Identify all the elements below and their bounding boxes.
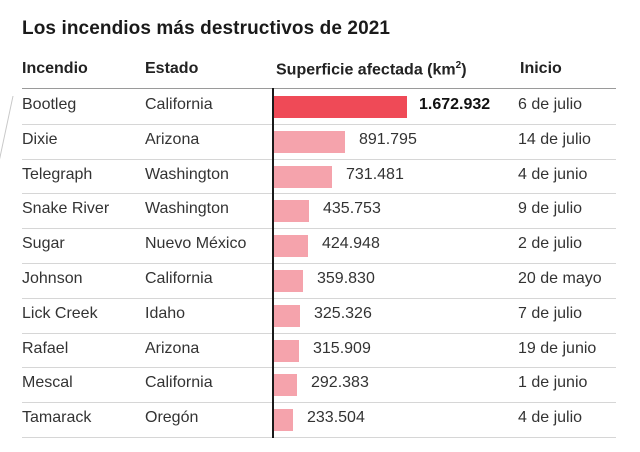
- fire-name: Mescal: [22, 374, 73, 392]
- fire-state: Nuevo México: [145, 235, 247, 253]
- bar-lick-creek: [274, 304, 300, 327]
- bar-value-label: 233.504: [307, 409, 365, 427]
- row-separator: [22, 298, 616, 299]
- row-separator: [22, 333, 616, 334]
- fire-name: Sugar: [22, 235, 65, 253]
- fire-name: Dixie: [22, 130, 58, 148]
- fire-state: Arizona: [145, 130, 200, 148]
- bar-snake-river: [274, 200, 309, 223]
- fire-state: Arizona: [145, 339, 200, 357]
- header-state: Estado: [145, 60, 199, 77]
- header-area-close: ): [461, 61, 467, 79]
- bar-sugar: [274, 235, 308, 258]
- bar-value-label: 1.672.932: [419, 96, 491, 113]
- row-separator: [22, 159, 616, 160]
- fire-start: 2 de julio: [518, 235, 583, 253]
- bar-axis: [272, 88, 274, 438]
- bar-value-label: 325.326: [314, 304, 372, 322]
- row-separator: [22, 124, 616, 125]
- fire-state: Washington: [145, 165, 229, 183]
- bar-value-label: 731.481: [346, 165, 404, 183]
- bar-bootleg: [274, 96, 407, 118]
- fire-name: Tamarack: [22, 409, 92, 427]
- row-separator: [22, 367, 616, 368]
- fire-state: Idaho: [145, 304, 186, 322]
- row-separator: [22, 437, 616, 438]
- bar-dixie: [274, 130, 345, 153]
- fire-start: 14 de julio: [518, 130, 591, 148]
- fire-state: Washington: [145, 200, 229, 218]
- fire-start: 9 de julio: [518, 200, 583, 218]
- header-area-superscript: 2: [455, 60, 462, 71]
- fire-start: 6 de julio: [518, 96, 583, 113]
- row-separator: [22, 402, 616, 403]
- fire-name: Johnson: [22, 270, 83, 287]
- fire-start: 1 de junio: [518, 374, 588, 392]
- fire-name: Lick Creek: [22, 304, 98, 322]
- bar-value-label: 359.830: [317, 270, 375, 287]
- fire-start: 20 de mayo: [518, 270, 602, 287]
- header-separator: [22, 88, 616, 89]
- bar-johnson: [274, 270, 303, 292]
- fire-start: 4 de julio: [518, 409, 583, 427]
- row-separator: [22, 193, 616, 194]
- fire-state: California: [145, 96, 213, 113]
- fire-start: 19 de junio: [518, 339, 597, 357]
- bar-value-label: 424.948: [322, 235, 380, 253]
- fire-start: 7 de julio: [518, 304, 583, 322]
- fire-name: Snake River: [22, 200, 110, 218]
- header-fire: Incendio: [22, 60, 88, 77]
- fire-name: Bootleg: [22, 96, 77, 113]
- fire-state: California: [145, 374, 213, 392]
- fire-start: 4 de junio: [518, 165, 588, 183]
- fire-state: Oregón: [145, 409, 199, 427]
- fire-state: California: [145, 270, 213, 287]
- row-separator: [22, 228, 616, 229]
- fire-name: Rafael: [22, 339, 69, 357]
- row-separator: [22, 263, 616, 264]
- bar-mescal: [274, 374, 297, 397]
- bar-rafael: [274, 339, 299, 362]
- header-start: Inicio: [520, 60, 562, 77]
- chart-title: Los incendios más destructivos de 2021: [22, 18, 391, 39]
- bar-value-label: 315.909: [313, 339, 371, 357]
- fire-name: Telegraph: [22, 165, 93, 183]
- bar-value-label: 435.753: [323, 200, 381, 218]
- bar-value-label: 891.795: [359, 130, 417, 148]
- bar-telegraph: [274, 165, 332, 188]
- bar-tamarack: [274, 409, 293, 432]
- header-area-text: Superficie afectada (km: [276, 61, 456, 79]
- header-area: Superficie afectada (km2): [276, 60, 467, 79]
- edge-fold-mark: [0, 96, 14, 176]
- bar-value-label: 292.383: [311, 374, 369, 392]
